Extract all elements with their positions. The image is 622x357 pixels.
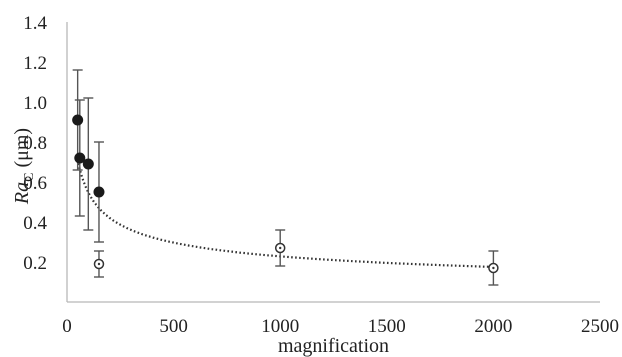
x-axis-title: magnification <box>278 335 389 357</box>
data-points <box>72 114 499 274</box>
y-tick-label: 1.2 <box>23 53 47 74</box>
y-tick-label: 1.0 <box>23 93 47 114</box>
trendline <box>76 159 494 268</box>
y-axis-title-subscript: C <box>22 173 37 182</box>
x-tick-label: 1000 <box>261 316 299 337</box>
axes <box>66 22 600 303</box>
data-point-open-center <box>279 246 282 250</box>
y-axis-title: RaC (μm) <box>11 128 37 205</box>
data-point-filled <box>74 152 86 164</box>
y-tick-label: 0.2 <box>23 253 47 274</box>
y-axis-title-unit: (μm) <box>11 128 33 173</box>
y-axis-title-main: Ra <box>11 182 33 205</box>
data-point-filled <box>72 114 84 126</box>
x-tick-label: 2500 <box>581 316 619 337</box>
y-tick-label: 0.6 <box>23 173 47 194</box>
data-point-filled <box>82 158 94 170</box>
x-tick-label: 2000 <box>474 316 512 337</box>
data-point-filled <box>93 186 105 198</box>
x-tick-label: 0 <box>62 316 72 337</box>
y-tick-label: 0.8 <box>23 133 47 154</box>
data-point-open-center <box>492 266 495 270</box>
data-point-open-center <box>97 262 101 266</box>
x-tick-label: 500 <box>159 316 188 337</box>
x-tick-labels: 0 500 1000 1500 2000 2500 <box>62 316 619 337</box>
y-tick-labels: 0.2 0.4 0.6 0.8 1.0 1.2 1.4 <box>23 13 47 274</box>
y-tick-label: 0.4 <box>23 213 47 234</box>
y-tick-label: 1.4 <box>23 13 47 34</box>
x-tick-label: 1500 <box>368 316 406 337</box>
error-bars <box>72 69 499 286</box>
